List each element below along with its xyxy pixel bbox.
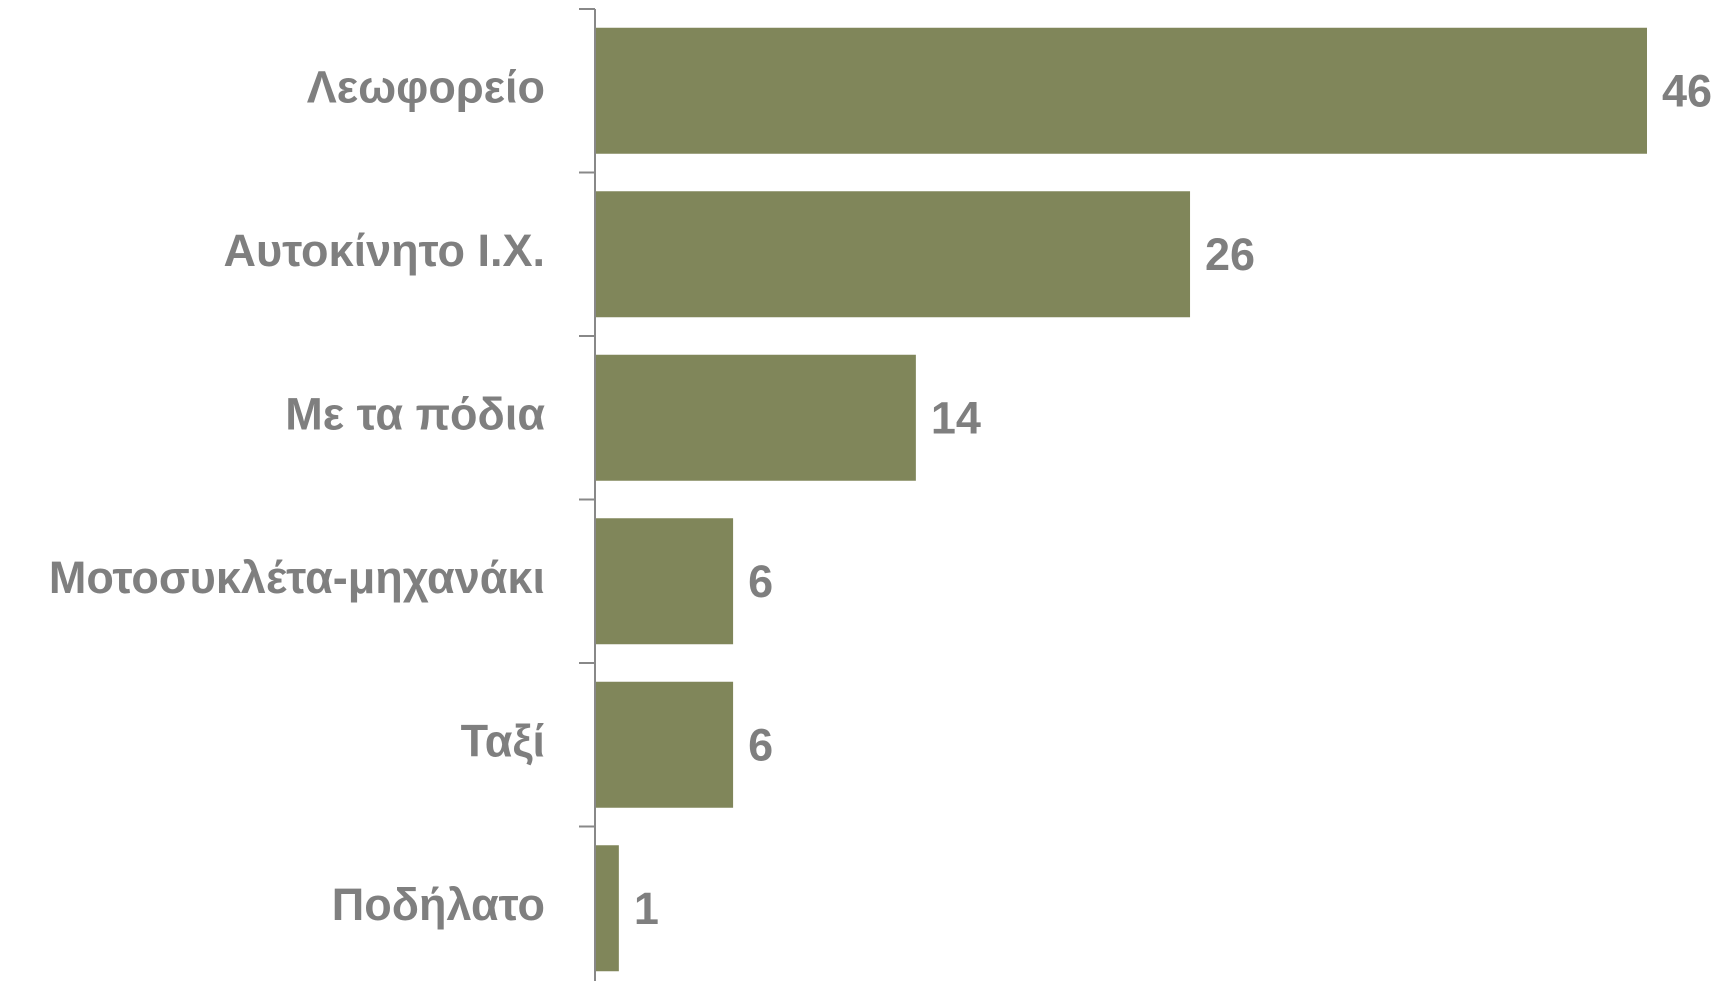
category-label: Αυτοκίνητο Ι.Χ. xyxy=(224,225,545,276)
data-label: 26 xyxy=(1205,229,1255,280)
data-label: 1 xyxy=(634,883,659,934)
category-label: Ταξί xyxy=(461,716,545,767)
category-label: Λεωφορείο xyxy=(307,62,545,113)
bar xyxy=(596,845,619,972)
bar xyxy=(596,27,1647,154)
bar xyxy=(596,518,734,645)
data-label: 6 xyxy=(748,720,773,771)
data-label: 46 xyxy=(1662,66,1712,117)
bar xyxy=(596,191,1191,318)
category-label: Μοτοσυκλέτα-μηχανάκι xyxy=(49,552,545,603)
data-label: 14 xyxy=(931,393,981,444)
data-label: 6 xyxy=(748,556,773,607)
bar xyxy=(596,681,734,808)
category-label: Με τα πόδια xyxy=(285,389,545,440)
bar xyxy=(596,354,916,481)
category-label: Ποδήλατο xyxy=(332,879,545,930)
